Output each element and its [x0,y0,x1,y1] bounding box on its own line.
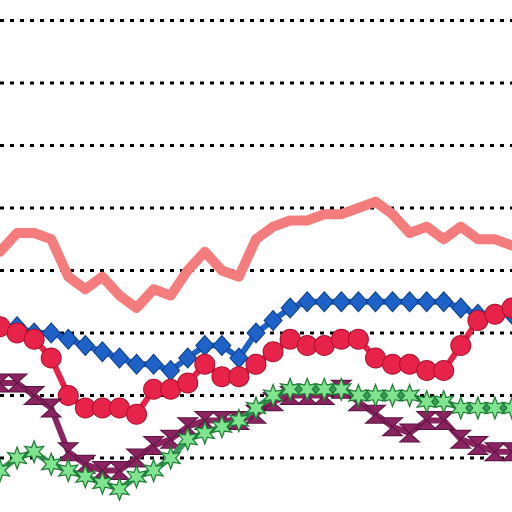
series-2-point-25 [399,291,420,313]
series-2-point-22 [348,291,369,313]
series-2-point-10 [143,353,164,375]
series-4-point-28 [449,429,473,449]
series-2-point-5 [58,328,78,350]
series-4-point-29 [466,436,490,455]
series-2-point-17 [263,309,283,332]
series-3-point-27 [433,360,455,381]
series-5-point-31 [501,395,512,421]
series-2-point-20 [314,291,334,313]
series-5-point-11 [159,445,182,471]
series-5-point-2 [5,445,29,471]
series-3 [0,297,512,425]
series-3-point-9 [126,403,148,425]
series-4-point-2 [5,373,29,393]
series-5-point-13 [193,420,216,446]
series-3-point-13 [194,353,216,375]
series-4-point-31 [500,442,512,462]
series-4-point-5 [56,442,80,462]
series-5-point-1 [0,457,11,484]
series-2-point-19 [297,291,317,313]
series-5-point-16 [245,395,267,421]
series-2-point-24 [382,291,403,313]
series-2-point-16 [246,322,266,344]
series-2-point-7 [92,341,113,363]
series-1 [0,196,512,313]
series-3-point-16 [245,353,267,375]
series-5-point-8 [108,476,131,502]
series-5 [0,376,512,502]
series-2-point-12 [178,347,198,369]
series-2-point-18 [280,297,300,319]
series-3-point-22 [347,328,369,350]
series-2-point-26 [416,291,437,313]
series-3-point-5 [57,385,79,406]
series-5-point-21 [330,376,353,403]
series-3-point-31 [501,297,512,319]
series-2-point-9 [126,353,147,375]
series-2-point-28 [451,297,471,319]
series-5-point-14 [210,413,233,440]
series-2-point-8 [109,347,130,369]
series-5-point-17 [261,382,285,409]
series-2-point-6 [75,334,96,357]
series-5-point-25 [398,382,421,409]
series-5-point-3 [23,439,46,465]
series-2-point-23 [365,291,386,313]
series-4-point-24 [381,417,404,437]
series-3-point-28 [450,335,472,356]
series-5-point-15 [227,407,251,434]
series-2-point-27 [434,291,454,313]
series-5-point-9 [125,463,148,490]
series-3-point-3 [23,328,45,350]
series-5-point-6 [74,463,97,490]
series-layer [0,196,512,502]
series-2-point-4 [41,322,61,344]
series-3-point-4 [40,347,62,369]
series-3-point-17 [262,341,284,363]
series-5-point-5 [57,457,80,484]
series-2-point-14 [212,334,232,357]
series-5-point-10 [142,457,165,484]
series-2-point-21 [331,291,352,313]
series-4-point-4 [39,398,63,418]
series-5-point-4 [40,451,63,477]
series-4-point-25 [398,423,421,443]
series-3-point-15 [228,366,250,388]
series-1-line [0,196,512,313]
series-5-point-27 [432,388,455,415]
series-4-point-3 [22,386,46,405]
series-3-point-12 [177,372,199,394]
series-4-point-23 [364,404,387,424]
series-5-point-7 [91,470,114,496]
series-5-point-12 [176,426,199,452]
